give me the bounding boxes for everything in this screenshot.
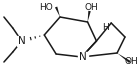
Text: N: N [18, 36, 25, 46]
Polygon shape [55, 7, 60, 17]
Text: H: H [102, 23, 109, 33]
Text: HO: HO [39, 4, 53, 12]
Polygon shape [88, 11, 91, 22]
Text: N: N [79, 52, 87, 62]
Text: OH: OH [125, 57, 139, 67]
Polygon shape [117, 53, 131, 63]
Text: OH: OH [85, 4, 98, 12]
